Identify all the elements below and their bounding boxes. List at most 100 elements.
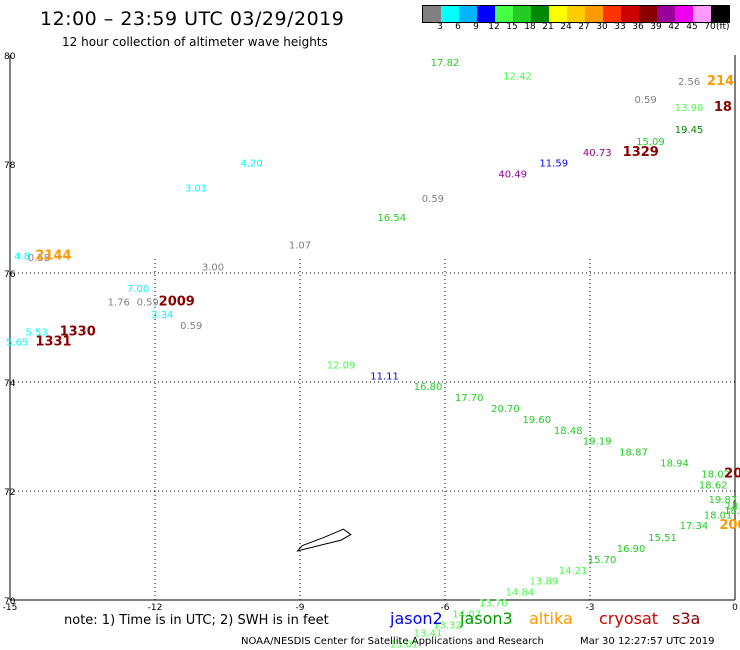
wave-height-observation: 0.58 xyxy=(28,253,50,264)
map-title: 12:00 – 23:59 UTC 03/29/2019 xyxy=(40,8,345,30)
wave-height-observation: 2005 xyxy=(719,518,740,533)
wave-height-observation: 2.56 xyxy=(678,77,700,88)
wave-height-observation: 14.07 xyxy=(452,609,481,620)
wave-height-observation: 12.42 xyxy=(503,72,532,83)
legend-swatch xyxy=(549,6,567,22)
latitude-tick-label: 78 xyxy=(4,161,16,171)
legend-label: 9 xyxy=(473,22,479,32)
wave-height-observation: 16.54 xyxy=(378,213,407,224)
wave-height-observation: 13.70 xyxy=(479,599,508,610)
wave-height-observation: 1331 xyxy=(35,334,71,349)
satellite-jason3: jason3 xyxy=(460,609,513,628)
wave-height-observation: 4.8 xyxy=(14,251,30,262)
wave-height-observation: 13.32 xyxy=(433,620,462,631)
generated-timestamp: Mar 30 12:27:57 UTC 2019 xyxy=(580,636,715,647)
legend-label: 39 xyxy=(650,22,662,32)
wave-height-observation: 11.11 xyxy=(370,371,399,382)
legend-label: 30 xyxy=(596,22,608,32)
satellite-cryosat: cryosat xyxy=(599,609,659,628)
longitude-tick-label: -6 xyxy=(441,603,450,613)
latitude-tick-label: 74 xyxy=(4,379,16,389)
wave-height-observation: 2009 xyxy=(159,295,195,310)
legend-swatch xyxy=(585,6,603,22)
map-subtitle: 12 hour collection of altimeter wave hei… xyxy=(62,35,328,49)
satellite-jason2: jason2 xyxy=(390,609,443,628)
legend-swatch xyxy=(693,6,711,22)
legend-swatch xyxy=(657,6,675,22)
satellite-altika: altika xyxy=(529,609,573,628)
wave-height-observation: 13.41 xyxy=(414,629,443,640)
wave-height-observation: 19.19 xyxy=(583,437,612,448)
wave-height-observation: 18.62 xyxy=(699,480,728,491)
wave-height-observation: 15.09 xyxy=(636,137,665,148)
longitude-tick-label: -15 xyxy=(3,603,18,613)
legend-label: 33 xyxy=(614,22,626,32)
wave-height-observation: 17.70 xyxy=(455,393,484,404)
legend-swatch xyxy=(567,6,585,22)
legend-label: 27 xyxy=(578,22,590,32)
legend-swatch xyxy=(441,6,459,22)
graticule xyxy=(9,55,736,601)
wave-height-observation: 19.60 xyxy=(523,415,552,426)
longitude-tick-label: -3 xyxy=(586,603,595,613)
longitude-tick-label: -9 xyxy=(296,603,305,613)
wave-height-observation: 13.01 xyxy=(390,639,419,650)
wave-height-observation: 13.90 xyxy=(675,103,704,114)
wave-height-observation: 2008 xyxy=(724,466,740,481)
longitude-tick-label: 0 xyxy=(732,603,738,613)
wave-height-observation: 2144 xyxy=(35,248,71,263)
legend-swatch xyxy=(621,6,639,22)
wave-height-observation: 214 xyxy=(707,74,734,89)
legend-swatch xyxy=(513,6,531,22)
legend-label: 15 xyxy=(506,22,518,32)
legend-label: 24 xyxy=(560,22,572,32)
altimeter-observations: 17.82 12.42 2.56 214 0.59 13.90 18 19.45 15.09 40… xyxy=(6,58,740,650)
wave-height-observation: 5.65 xyxy=(6,337,28,348)
legend-swatch xyxy=(423,6,441,22)
legend-swatch xyxy=(603,6,621,22)
legend-swatch xyxy=(477,6,495,22)
wave-height-observation: 1329 xyxy=(623,145,659,160)
latitude-tick-label: 72 xyxy=(4,488,15,498)
legend-swatch xyxy=(495,6,513,22)
wave-height-observation: 15.51 xyxy=(648,533,677,544)
legend-label: 21 xyxy=(542,22,554,32)
wave-height-observation: 14.21 xyxy=(559,566,588,577)
legend-label: 42 xyxy=(668,22,680,32)
wave-height-observation: 18.94 xyxy=(660,458,689,469)
wave-height-observation: 18 xyxy=(714,100,732,115)
wave-height-observation: 3.34 xyxy=(151,310,173,321)
wave-height-observation: 13.89 xyxy=(530,577,559,588)
legend-label: 70 xyxy=(704,22,716,32)
satellite-s3a: s3a xyxy=(672,609,701,628)
legend-label: 12 xyxy=(488,22,500,32)
legend-swatch xyxy=(639,6,657,22)
legend-swatch xyxy=(459,6,477,22)
wave-height-observation: 0.59 xyxy=(137,298,159,309)
wave-height-observation: 18.48 xyxy=(554,426,583,437)
color-scale-legend xyxy=(422,5,730,23)
wave-height-observation: 19.45 xyxy=(675,125,704,136)
wave-height-observation: 18.87 xyxy=(619,448,648,459)
legend-label: 3 xyxy=(437,22,443,32)
wave-height-observation: 7.00 xyxy=(127,284,149,295)
wave-height-observation: 0.59 xyxy=(422,194,444,205)
axis-tick-labels: -15 -12 -9 -6 -3 0 80 78 76 74 72 70 xyxy=(3,52,738,613)
wave-height-observation: 17.34 xyxy=(680,521,709,532)
wave-height-observation: 1.76 xyxy=(108,298,130,309)
wave-height-observation: 5.53 xyxy=(25,328,47,339)
wave-height-observation: 12.09 xyxy=(327,360,356,371)
latitude-tick-label: 70 xyxy=(4,597,16,607)
wave-height-observation: 14.84 xyxy=(506,588,535,599)
wave-height-observation: 16.80 xyxy=(414,382,443,393)
footer-note: note: 1) Time is in UTC; 2) SWH is in fe… xyxy=(64,613,329,628)
wave-height-observation: 40.49 xyxy=(498,170,527,181)
wave-height-observation: 40.73 xyxy=(583,148,612,159)
jan-mayen-island-outline xyxy=(296,528,352,552)
legend-swatch xyxy=(711,6,729,22)
credit-line: NOAA/NESDIS Center for Satellite Applica… xyxy=(241,636,544,647)
wave-height-observation: 18.46 xyxy=(726,502,740,513)
legend-label: 18 xyxy=(524,22,536,32)
latitude-tick-label: 76 xyxy=(4,270,16,280)
